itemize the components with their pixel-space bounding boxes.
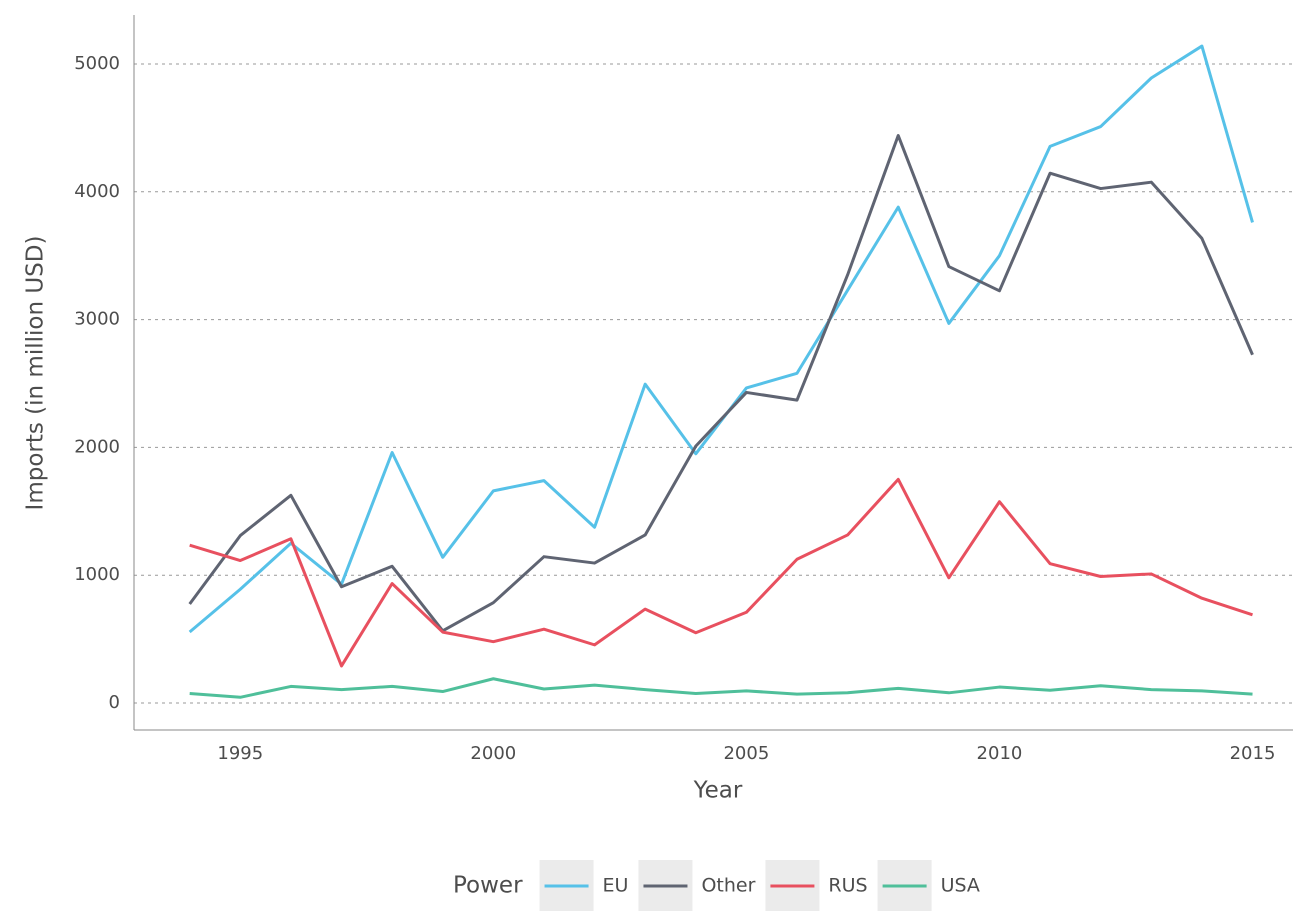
y-tick-label: 1000 — [74, 564, 120, 585]
y-tick-label: 5000 — [74, 53, 120, 74]
x-axis-title: Year — [693, 778, 743, 804]
legend-label: EU — [603, 875, 629, 897]
line — [188, 134, 1254, 633]
legend-label: RUS — [828, 875, 867, 897]
legend-label: Other — [701, 875, 755, 897]
x-tick-label: 2005 — [723, 743, 769, 764]
line — [189, 477, 1253, 668]
y-tick-label: 0 — [109, 692, 120, 713]
line — [189, 677, 1253, 699]
y-tick-label: 3000 — [74, 309, 120, 330]
x-tick-label: 2010 — [977, 743, 1023, 764]
line — [188, 44, 1254, 634]
y-tick-label: 2000 — [74, 436, 120, 457]
x-tick-label: 2000 — [470, 743, 516, 764]
legend-title: Power — [453, 873, 523, 899]
legend-label: USA — [941, 875, 980, 897]
y-tick-label: 4000 — [74, 181, 120, 202]
x-tick-label: 2015 — [1230, 743, 1276, 764]
x-tick-label: 1995 — [217, 743, 263, 764]
y-axis-title: Imports (in million USD) — [23, 236, 49, 511]
